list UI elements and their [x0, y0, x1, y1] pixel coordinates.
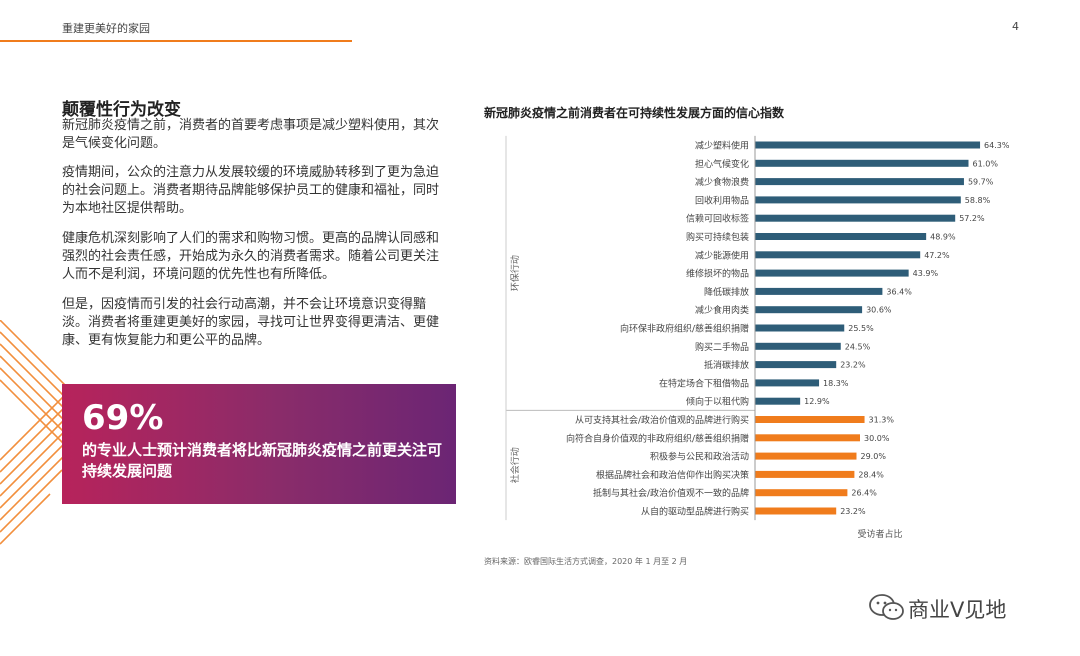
data-label: 18.3%	[823, 379, 849, 388]
bar	[755, 379, 820, 387]
category-label: 信赖可回收标签	[686, 213, 749, 225]
category-label: 降低碳排放	[704, 286, 749, 298]
bar	[755, 397, 801, 405]
chart-title: 新冠肺炎疫情之前消费者在可持续性发展方面的信心指数	[484, 106, 785, 120]
category-label: 从自的驱动型品牌进行购买	[641, 506, 749, 518]
data-label: 48.9%	[930, 233, 956, 242]
bar	[755, 324, 845, 332]
data-label: 36.4%	[886, 287, 912, 296]
data-label: 30.0%	[864, 434, 890, 443]
category-label: 在特定场合下租借物品	[659, 377, 749, 389]
paragraph-4: 但是，因疫情而引发的社会行动高潮，并不会让环境意识变得黯淡。消费者将重建更美好的…	[62, 297, 440, 348]
header-title: 重建更美好的家园	[62, 22, 150, 35]
category-label: 减少能源使用	[695, 249, 749, 261]
category-label: 积极参与公民和政治活动	[650, 451, 749, 463]
bar	[755, 306, 863, 314]
bar	[755, 214, 956, 222]
bar	[755, 287, 883, 295]
data-label: 64.3%	[984, 141, 1010, 150]
data-label: 24.5%	[845, 342, 871, 351]
data-label: 12.9%	[804, 397, 830, 406]
paragraph-3: 健康危机深刻影响了人们的需求和购物习惯。更高的品牌认同感和强烈的社会责任感，开始…	[62, 231, 440, 282]
section-heading: 颠覆性行为改变	[62, 100, 181, 120]
group-label: 环保行动	[509, 255, 521, 291]
data-label: 29.0%	[861, 452, 887, 461]
bar	[755, 434, 860, 442]
decorative-lines	[0, 320, 70, 545]
data-label: 47.2%	[924, 251, 950, 260]
category-label: 减少塑料使用	[695, 140, 749, 152]
group-label: 社会行动	[509, 447, 521, 483]
data-label: 23.2%	[840, 507, 866, 516]
bar	[755, 141, 981, 149]
data-label: 61.0%	[973, 159, 999, 168]
bar	[755, 196, 961, 204]
bar	[755, 159, 969, 167]
bar	[755, 178, 964, 186]
bar	[755, 416, 865, 423]
x-axis-label: 受访者占比	[857, 528, 902, 540]
header-rule	[0, 40, 352, 42]
bar	[755, 342, 841, 350]
category-label: 向符合自身价值观的非政府组织/慈善组织捐赠	[566, 432, 749, 444]
data-label: 26.4%	[851, 489, 877, 498]
data-label: 30.6%	[866, 306, 892, 315]
watermark-text: 商业V见地	[908, 598, 1007, 622]
category-label: 购买可持续包装	[686, 231, 749, 243]
paragraph-1: 新冠肺炎疫情之前，消费者的首要考虑事项是减少塑料使用，其次是气候变化问题。	[62, 118, 440, 151]
stat-value: 69%	[82, 398, 164, 438]
bar	[755, 470, 855, 478]
category-label: 减少食用肉类	[695, 304, 749, 316]
category-label: 购买二手物品	[695, 341, 749, 353]
data-label: 59.7%	[968, 178, 994, 187]
stat-text: 的专业人士预计消费者将比新冠肺炎疫情之前更关注可持续发展问题	[82, 441, 443, 480]
paragraph-2: 疫情期间，公众的注意力从发展较缓的环境威胁转移到了更为急迫的社会问题上。消费者期…	[62, 165, 440, 216]
category-label: 向环保非政府组织/慈善组织捐赠	[620, 323, 749, 335]
data-label: 58.8%	[965, 196, 991, 205]
bar	[755, 489, 848, 497]
data-label: 28.4%	[858, 470, 884, 479]
bar	[755, 507, 837, 515]
category-label: 从可支持其社会/政治价值观的品牌进行购买	[575, 414, 749, 426]
bar	[755, 269, 909, 277]
wechat-icon	[869, 594, 904, 620]
bar	[755, 452, 857, 460]
data-label: 43.9%	[913, 269, 939, 278]
category-label: 根据品牌社会和政治信仰作出购买决策	[596, 469, 749, 481]
source-note: 资料来源：欧睿国际生活方式调查，2020 年 1 月至 2 月	[484, 557, 688, 566]
category-label: 担心气候变化	[695, 158, 749, 170]
stat-callout: 69% 的专业人士预计消费者将比新冠肺炎疫情之前更关注可持续发展问题	[62, 384, 456, 504]
category-label: 抵消碳排放	[704, 359, 749, 371]
data-label: 57.2%	[959, 214, 985, 223]
bar	[755, 251, 921, 259]
category-label: 倾向于以租代购	[686, 396, 749, 408]
page-number: 4	[1012, 20, 1019, 33]
bar	[755, 361, 837, 369]
category-label: 减少食物浪费	[695, 176, 749, 188]
data-label: 25.5%	[848, 324, 874, 333]
category-label: 维修损坏的物品	[686, 268, 749, 280]
category-label: 回收利用物品	[695, 194, 749, 206]
bar	[755, 233, 927, 240]
category-label: 抵制与其社会/政治价值观不一致的品牌	[593, 487, 749, 499]
data-label: 23.2%	[840, 361, 866, 370]
data-label: 31.3%	[869, 416, 895, 425]
